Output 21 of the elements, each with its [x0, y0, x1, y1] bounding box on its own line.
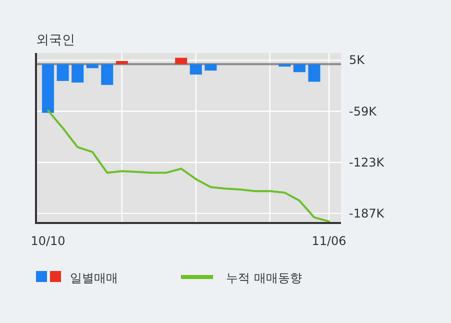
y-tick-label: 5K — [349, 53, 366, 68]
bar — [56, 64, 69, 81]
bar — [175, 58, 188, 64]
x-tick-label: 11/06 — [312, 234, 346, 248]
bar — [116, 60, 128, 64]
bar — [72, 64, 84, 83]
bar — [278, 64, 291, 67]
legend-label: 누적 매매동향 — [226, 271, 302, 285]
bar — [308, 64, 320, 82]
bar — [190, 64, 202, 75]
chart-title: 외국인 — [36, 33, 75, 48]
x-tick-label: 10/10 — [30, 234, 66, 248]
legend-label: 일별매매 — [70, 271, 118, 285]
bar — [86, 64, 98, 68]
bar — [42, 64, 54, 113]
bar — [101, 64, 114, 85]
bar — [204, 64, 217, 71]
y-tick-label: -123K — [349, 155, 386, 170]
bar — [293, 64, 306, 72]
y-tick-label: -187K — [349, 206, 386, 220]
y-tick-label: -59K — [349, 104, 378, 118]
